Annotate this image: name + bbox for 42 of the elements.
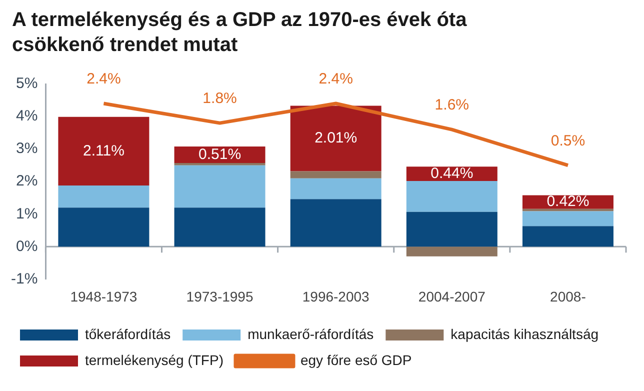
bar bbox=[522, 226, 614, 247]
data-label: 2.11% bbox=[82, 142, 124, 160]
data-label: 2.4% bbox=[318, 70, 353, 88]
data-label: 2.4% bbox=[86, 70, 121, 88]
chart-title: A termelékenység és a GDP az 1970-es évek óta csökkenő trendet mutat bbox=[12, 8, 468, 58]
x-tick-label: 1948-1973 bbox=[70, 288, 138, 304]
data-label: 0.5% bbox=[550, 132, 586, 150]
bar bbox=[58, 186, 150, 208]
legend-label: egy főre eső GDP bbox=[300, 352, 412, 368]
bar bbox=[58, 116, 150, 186]
bar bbox=[174, 165, 266, 208]
bar bbox=[58, 208, 150, 247]
bar bbox=[174, 208, 266, 247]
bar bbox=[290, 199, 382, 247]
y-tick-label: 0% bbox=[16, 238, 38, 255]
legend-label: kapacitás kihasználtság bbox=[450, 326, 599, 342]
bar bbox=[290, 106, 382, 172]
data-label: 0.42% bbox=[546, 193, 590, 210]
y-tick-label: 3% bbox=[16, 140, 38, 158]
bar bbox=[290, 178, 382, 200]
bar bbox=[290, 171, 382, 178]
data-label: 1.8% bbox=[202, 90, 237, 108]
y-tick-label: 5% bbox=[16, 75, 38, 92]
bar bbox=[406, 212, 498, 247]
y-tick-label: -1% bbox=[10, 270, 38, 288]
x-tick-label: 2008- bbox=[550, 288, 586, 304]
x-tick-label: 1996-2003 bbox=[302, 288, 370, 304]
bar bbox=[406, 180, 498, 212]
bar bbox=[406, 246, 498, 256]
data-label: 2.01% bbox=[314, 130, 358, 147]
data-label: 0.44% bbox=[430, 164, 474, 182]
y-tick-label: 2% bbox=[16, 172, 38, 190]
x-tick-label: 1973-1995 bbox=[186, 288, 254, 304]
y-tick-label: 4% bbox=[16, 108, 38, 125]
data-label: 0.51% bbox=[198, 146, 242, 163]
legend-label: termelékenység (TFP) bbox=[85, 352, 224, 368]
y-tick-label: 1% bbox=[16, 205, 38, 222]
x-tick-label: 2004-2007 bbox=[418, 288, 486, 304]
data-label: 1.6% bbox=[434, 96, 470, 114]
legend-label: tőkeráfordítás bbox=[85, 326, 171, 342]
bar bbox=[522, 211, 614, 226]
legend-label: munkaerő-ráfordítás bbox=[248, 326, 374, 342]
